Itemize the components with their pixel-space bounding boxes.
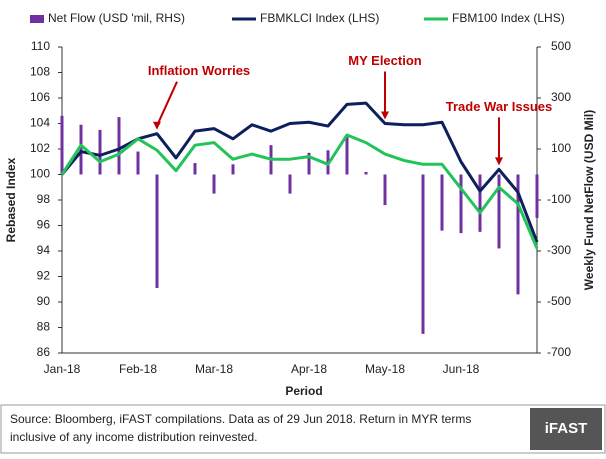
bar: [117, 117, 121, 175]
bar: [307, 152, 311, 175]
y-tick-label: 104: [30, 116, 50, 130]
footer-text: inclusive of any income distribution rei…: [10, 430, 257, 444]
x-tick-label: May-18: [365, 362, 405, 376]
legend-label: FBMKLCI Index (LHS): [260, 11, 379, 25]
bar: [478, 174, 482, 232]
y2-tick-label: 100: [551, 141, 571, 155]
bar: [231, 164, 235, 175]
y2-tick-label: -500: [547, 294, 571, 308]
bar: [516, 174, 520, 295]
legend-swatch: [30, 15, 44, 23]
bar: [136, 151, 140, 175]
bar: [98, 129, 102, 175]
bar: [155, 174, 159, 288]
y-tick-label: 106: [30, 90, 50, 104]
bar: [212, 174, 216, 194]
footer-text: Source: Bloomberg, iFAST compilations. D…: [10, 412, 471, 426]
x-tick-label: Jan-18: [44, 362, 81, 376]
y-tick-label: 92: [37, 269, 51, 283]
annotation-arrowhead: [381, 111, 389, 120]
bar: [535, 174, 539, 218]
y-tick-label: 102: [30, 141, 50, 155]
y2-axis-title: Weekly Fund NetFlow (USD Mil): [582, 110, 596, 290]
y-tick-label: 88: [37, 320, 51, 334]
bar: [364, 171, 368, 175]
x-tick-label: Jun-18: [443, 362, 480, 376]
y2-tick-label: -300: [547, 243, 571, 257]
bar: [79, 124, 83, 175]
line: [60, 101, 539, 243]
bar: [345, 136, 349, 175]
annotation-arrow: [156, 81, 178, 127]
y-tick-label: 98: [37, 192, 51, 206]
y-tick-label: 90: [37, 294, 51, 308]
legend-label: FBM100 Index (LHS): [452, 11, 565, 25]
y-tick-label: 94: [37, 243, 51, 257]
annotation: Inflation Worries: [148, 63, 250, 78]
y2-tick-label: -100: [547, 192, 571, 206]
x-tick-label: Mar-18: [195, 362, 233, 376]
y2-tick-label: -700: [547, 345, 571, 359]
bar: [193, 163, 197, 175]
y-tick-label: 96: [37, 218, 51, 232]
x-tick-label: Feb-18: [119, 362, 157, 376]
legend-label: Net Flow (USD 'mil, RHS): [48, 11, 185, 25]
bar: [497, 174, 501, 249]
y-axis-title: Rebased Index: [4, 157, 18, 242]
bar: [459, 174, 463, 234]
y2-tick-label: 500: [551, 39, 571, 53]
bar: [60, 115, 64, 175]
y-tick-label: 100: [30, 167, 50, 181]
x-axis-title: Period: [285, 384, 322, 398]
bar: [288, 174, 292, 194]
annotation-arrowhead: [153, 121, 161, 130]
annotation: Trade War Issues: [446, 99, 552, 114]
bar: [383, 174, 387, 206]
logo-box: [530, 408, 602, 450]
y2-tick-label: 300: [551, 90, 571, 104]
y-tick-label: 110: [31, 39, 50, 53]
line: [60, 133, 539, 250]
annotation: MY Election: [348, 53, 422, 68]
y-tick-label: 86: [37, 345, 51, 359]
footer-box: [0, 404, 606, 454]
logo: iFAST: [545, 420, 588, 437]
annotation-arrowhead: [495, 157, 503, 166]
bar: [421, 174, 425, 334]
y-tick-label: 108: [30, 65, 50, 79]
bar: [440, 174, 444, 231]
x-tick-label: Apr-18: [291, 362, 327, 376]
